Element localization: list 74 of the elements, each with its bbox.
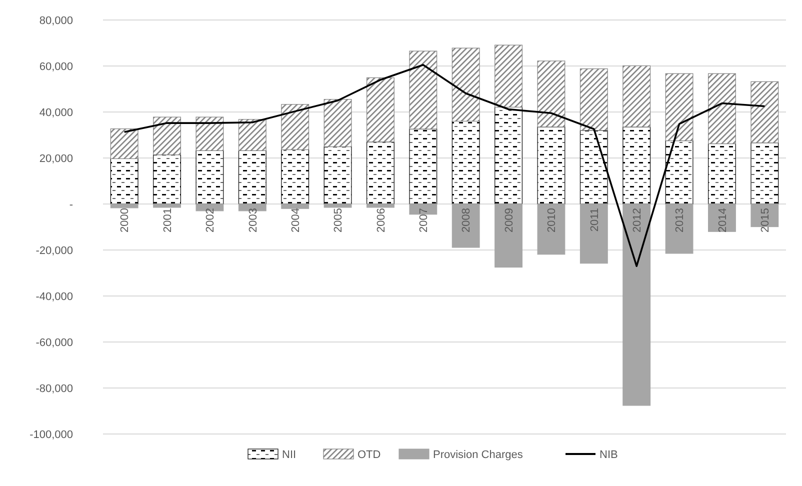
bar — [665, 204, 694, 254]
bar — [366, 204, 394, 208]
bar — [238, 150, 266, 204]
x-tick-label: 2009 — [503, 208, 516, 232]
bar — [153, 154, 181, 204]
bar — [665, 73, 694, 142]
x-tick-label: 2004 — [290, 208, 302, 232]
bar — [494, 44, 522, 108]
y-tick-label: -60,000 — [36, 336, 73, 349]
bar — [580, 130, 608, 204]
bar — [708, 204, 736, 232]
bar — [324, 146, 352, 204]
bar — [409, 50, 438, 130]
bar — [708, 73, 736, 144]
bar — [281, 204, 310, 209]
bar — [622, 204, 651, 406]
bar — [238, 119, 266, 151]
bar — [153, 204, 181, 208]
bar — [324, 99, 352, 148]
bar — [196, 150, 224, 204]
legend-label: Provision Charges — [433, 448, 524, 461]
bar — [110, 128, 138, 159]
x-tick-label: 2013 — [674, 208, 686, 232]
x-tick-label: 2003 — [247, 208, 260, 232]
y-tick-label: -80,000 — [36, 382, 73, 395]
bar — [281, 104, 310, 150]
y-tick-label: -20,000 — [36, 244, 73, 257]
bar — [580, 204, 608, 264]
x-tick-label: 2008 — [460, 208, 473, 232]
x-tick-label: 2002 — [204, 208, 217, 232]
bar — [537, 126, 566, 204]
bar — [153, 116, 181, 156]
x-tick-label: 2007 — [418, 208, 430, 232]
legend-label: NIB — [600, 448, 618, 461]
bar — [622, 126, 651, 204]
bar — [110, 158, 138, 204]
x-tick-label: 2001 — [162, 208, 174, 232]
y-tick-label: - — [69, 198, 74, 211]
y-tick-label: 20,000 — [39, 152, 73, 165]
legend-label: OTD — [358, 448, 381, 461]
x-tick-label: 2015 — [760, 208, 772, 232]
bar — [622, 65, 651, 128]
y-tick-label: -40,000 — [36, 290, 73, 303]
y-tick-label: -100,000 — [30, 428, 73, 441]
bar — [110, 204, 138, 208]
x-tick-label: 2010 — [546, 208, 558, 232]
bar — [452, 204, 480, 248]
y-tick-label: 60,000 — [39, 60, 73, 73]
bar — [494, 106, 522, 204]
bar — [580, 68, 608, 131]
bar — [750, 81, 779, 144]
legend-label: NII — [282, 448, 296, 461]
x-tick-label: 2012 — [631, 208, 644, 232]
x-tick-label: 2006 — [375, 208, 388, 232]
x-tick-label: 2011 — [588, 208, 601, 232]
bar — [324, 204, 352, 208]
x-tick-label: 2000 — [119, 208, 132, 232]
bar — [281, 149, 310, 204]
bar — [366, 142, 394, 204]
y-tick-label: 40,000 — [39, 106, 73, 119]
bar — [494, 204, 522, 268]
y-tick-label: 80,000 — [39, 14, 73, 27]
x-tick-label: 2005 — [332, 208, 345, 232]
bar — [409, 128, 438, 204]
bar — [196, 116, 224, 151]
bar — [708, 143, 736, 204]
bar — [366, 77, 394, 142]
bar — [665, 140, 694, 204]
bar — [537, 204, 566, 255]
bar — [452, 120, 480, 204]
x-tick-label: 2014 — [716, 208, 729, 232]
bar — [452, 48, 480, 122]
bar — [537, 60, 566, 128]
bar — [750, 142, 779, 204]
